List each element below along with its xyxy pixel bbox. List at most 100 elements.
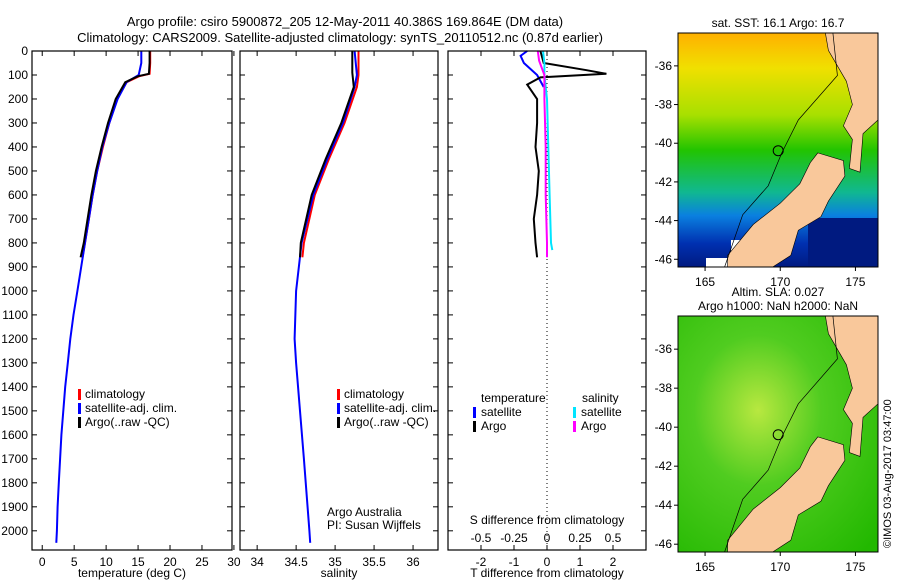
x-tick-label: 34.5 bbox=[284, 555, 308, 569]
x-tick-label: -2 bbox=[476, 555, 487, 569]
legend-label: Argo(..raw -QC) bbox=[344, 415, 429, 429]
x-tick-label: 20 bbox=[163, 555, 177, 569]
legend-label: Argo(..raw -QC) bbox=[85, 415, 170, 429]
y-tick-label: 2000 bbox=[1, 524, 28, 538]
lat-tick-label: -36 bbox=[655, 342, 673, 356]
series-line-satellite-adj-clim- bbox=[55, 51, 143, 543]
x-tick-label: 1 bbox=[577, 555, 584, 569]
x2-tick-label: 0.25 bbox=[568, 531, 592, 545]
argo-profile-marker bbox=[772, 429, 784, 441]
y-tick-label: 100 bbox=[8, 68, 28, 82]
lat-tick-label: -42 bbox=[655, 459, 673, 473]
legend-swatch bbox=[78, 403, 81, 414]
panel-salinity: 34 34.5 35 35.5 36 salinity climatologysatelli… bbox=[239, 50, 439, 580]
x-tick-label: 15 bbox=[131, 555, 145, 569]
lon-tick-label: 175 bbox=[845, 275, 865, 289]
panel-temperature: 0 5 10 15 20 25 30 temperature (deg C) 0 100 200 30… bbox=[1, 44, 241, 580]
x-axis-label: temperature (deg C) bbox=[78, 566, 186, 580]
legend-label: satellite-adj. clim. bbox=[344, 401, 436, 415]
map-title: Argo h1000: NaN h2000: NaN bbox=[698, 299, 858, 313]
legend-swatch bbox=[78, 389, 81, 400]
x-tick-label: 25 bbox=[195, 555, 209, 569]
y-tick-label: 900 bbox=[8, 260, 28, 274]
y-tick-label: 1900 bbox=[1, 500, 28, 514]
map-title: sat. SST: 16.1 Argo: 16.7 bbox=[712, 16, 845, 30]
x2-tick-label: -0.25 bbox=[500, 531, 528, 545]
legend-swatch bbox=[337, 417, 340, 428]
y-tick-label: 1800 bbox=[1, 476, 28, 490]
lon-tick-label: 165 bbox=[695, 275, 715, 289]
y-tick-label: 1600 bbox=[1, 428, 28, 442]
title-line-2: Climatology: CARS2009. Satellite-adjuste… bbox=[77, 30, 603, 45]
lat-tick-label: -44 bbox=[655, 214, 673, 228]
x-axis-label: T difference from climatology bbox=[470, 566, 624, 580]
legend-label: climatology bbox=[344, 387, 404, 401]
legend-label: Argo bbox=[481, 419, 507, 433]
y-tick-label: 500 bbox=[8, 164, 28, 178]
legend-swatch bbox=[473, 407, 476, 418]
x-tick-label: 2 bbox=[610, 555, 617, 569]
x2-tick-label: -0.5 bbox=[471, 531, 492, 545]
lat-tick-label: -44 bbox=[655, 498, 673, 512]
x-axis-label: salinity bbox=[321, 566, 358, 580]
y-tick-label: 800 bbox=[8, 236, 28, 250]
lon-tick-label: 170 bbox=[770, 560, 790, 574]
y-tick-label: 1200 bbox=[1, 332, 28, 346]
series-line-s-argo bbox=[536, 50, 548, 258]
legend-swatch bbox=[78, 417, 81, 428]
lon-tick-label: 175 bbox=[845, 560, 865, 574]
series-line-climatology bbox=[301, 51, 360, 258]
map-frame bbox=[677, 32, 879, 268]
credit-text: Argo Australia bbox=[327, 505, 402, 519]
y-tick-label: 1300 bbox=[1, 356, 28, 370]
x-tick-label: 0 bbox=[544, 555, 551, 569]
plot-frame bbox=[239, 50, 439, 551]
argo-profile-marker bbox=[772, 145, 784, 157]
lat-tick-label: -40 bbox=[655, 136, 673, 150]
y-tick-label: 700 bbox=[8, 212, 28, 226]
copyright-text: ©IMOS 03-Aug-2017 03:47:00 bbox=[882, 399, 894, 548]
lat-tick-label: -36 bbox=[655, 59, 673, 73]
x2-tick-label: 0.5 bbox=[605, 531, 622, 545]
lat-tick-label: -42 bbox=[655, 175, 673, 189]
legend-label: satellite bbox=[481, 405, 522, 419]
x-tick-label: 34 bbox=[250, 555, 264, 569]
y-tick-label: 0 bbox=[21, 44, 28, 58]
title-line-1: Argo profile: csiro 5900872_205 12-May-2… bbox=[127, 14, 563, 29]
plot-frame bbox=[447, 50, 647, 551]
sst-cold-patch bbox=[808, 218, 878, 267]
legend-label: Argo bbox=[581, 419, 607, 433]
series-line-climatology bbox=[81, 51, 152, 258]
lat-tick-label: -38 bbox=[655, 381, 673, 395]
x-tick-label: 36 bbox=[406, 555, 420, 569]
lon-tick-label: 165 bbox=[695, 560, 715, 574]
lat-tick-label: -46 bbox=[655, 537, 673, 551]
map-title: Altim. SLA: 0.027 bbox=[732, 285, 825, 299]
lat-tick-label: -40 bbox=[655, 420, 673, 434]
legend-heading-salinity: salinity bbox=[582, 391, 619, 405]
x-tick-label: 0 bbox=[39, 555, 46, 569]
x-tick-label: 35.5 bbox=[362, 555, 386, 569]
legend-label: climatology bbox=[85, 387, 145, 401]
y-tick-label: 1700 bbox=[1, 452, 28, 466]
legend-heading-temperature: temperature bbox=[481, 391, 546, 405]
plot-frame bbox=[31, 50, 233, 551]
isobath-line bbox=[724, 315, 838, 553]
y-tick-label: 1100 bbox=[2, 308, 28, 322]
maps: sat. SST: 16.1 Argo: 16.7 165 170 175 -36 -38… bbox=[655, 16, 879, 574]
series-line-argo bbox=[79, 51, 151, 258]
credit-text: PI: Susan Wijffels bbox=[327, 518, 421, 532]
y-tick-label: 300 bbox=[8, 116, 28, 130]
y-tick-label: 1400 bbox=[1, 380, 28, 394]
legend-swatch bbox=[573, 407, 576, 418]
panel-difference: -2 -1 0 1 2T difference from climatology -0.5… bbox=[447, 50, 647, 580]
x-tick-label: 5 bbox=[71, 555, 78, 569]
x-tick-label: 30 bbox=[227, 555, 241, 569]
map-sst: sat. SST: 16.1 Argo: 16.7 165 170 175 -36 -38… bbox=[655, 16, 879, 289]
map-frame bbox=[677, 315, 879, 553]
lat-tick-label: -38 bbox=[655, 98, 673, 112]
legend-label: satellite bbox=[581, 405, 622, 419]
y-tick-label: 200 bbox=[8, 92, 28, 106]
